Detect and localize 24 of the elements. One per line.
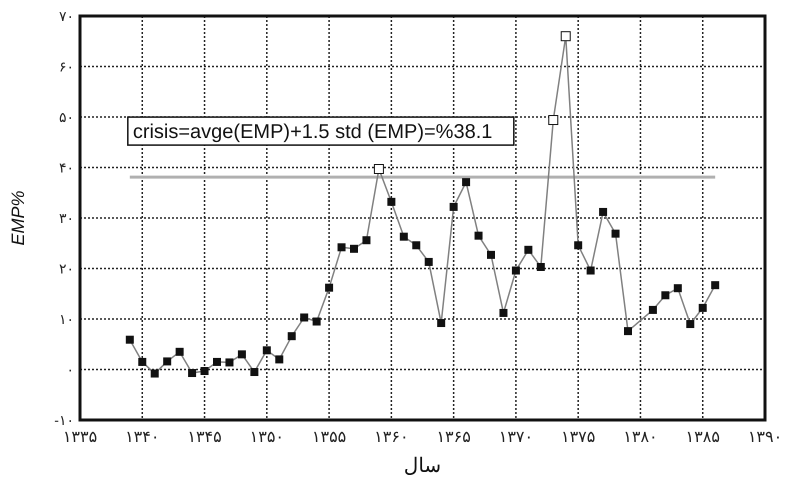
x-tick-label: ۱۳۸۵	[686, 429, 720, 446]
x-tick-label: ۱۳۴۵	[187, 429, 222, 446]
x-tick-label: ۱۳۵۰	[250, 429, 284, 446]
x-tick-label: ۱۳۷۰	[498, 429, 534, 446]
y-tick-label: ۰	[66, 362, 74, 378]
x-tick-label: ۱۳۴۰	[125, 429, 160, 446]
y-tick-label: ۷۰	[58, 8, 74, 24]
y-tick-label: ۵۰	[58, 109, 74, 125]
y-tick-label: ۶۰	[58, 58, 74, 74]
ref-line-label: crisis=avge(EMP)+1.5 std (EMP)=%38.1	[132, 121, 492, 144]
x-tick-label: ۱۳۶۵	[436, 429, 471, 446]
x-axis-title: سال	[404, 455, 442, 477]
x-tick-label: ۱۳۷۵	[560, 429, 596, 446]
y-tick-label: ۴۰	[58, 160, 74, 176]
x-tick-label: ۱۳۵۵	[312, 429, 346, 446]
x-tick-label: ۱۳۶۰	[374, 429, 409, 446]
y-tick-label: -۱۰	[54, 412, 74, 428]
y-tick-label: ۳۰	[58, 210, 74, 226]
x-tick-label: ۱۳۹۰	[748, 429, 782, 446]
y-tick-label: ۱۰	[58, 311, 74, 327]
x-tick-label: ۱۳۸۰	[623, 429, 658, 446]
y-tick-label: ۲۰	[58, 260, 74, 276]
y-axis-title: EMP%	[8, 190, 28, 246]
x-tick-label: ۱۳۳۵	[62, 429, 98, 446]
